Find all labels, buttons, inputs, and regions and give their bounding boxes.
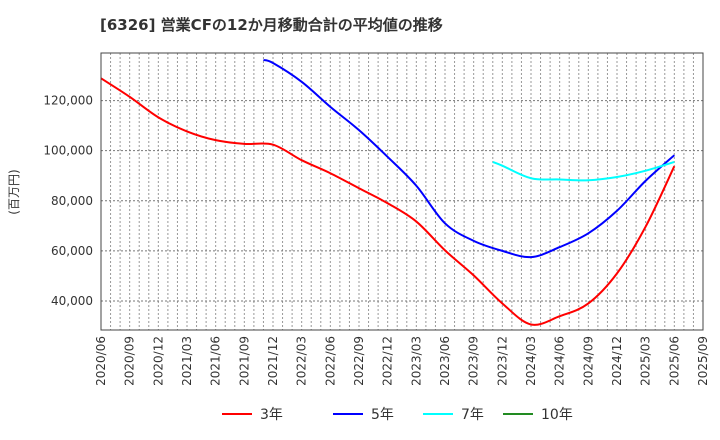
y-axis: 40,000 60,000 80,000 100,000 120,000 [43,94,93,308]
y-tick-label: 100,000 [43,144,93,158]
x-tick-label: 2022/03 [295,336,309,386]
x-axis: 2020/06 2020/09 2020/12 2021/03 2021/06 2021/… [94,336,710,386]
x-tick-label: 2020/09 [123,336,137,386]
plot-frame [100,52,704,331]
x-tick-label: 2024/06 [553,336,567,386]
x-tick-label: 2020/12 [151,336,165,386]
series-lines [100,59,676,326]
x-tick-label: 2021/12 [266,336,280,386]
x-tick-label: 2023/06 [438,336,452,386]
x-tick-label: 2020/06 [94,336,108,386]
series-line-5年 [263,59,675,259]
legend-label: 10年 [541,407,573,423]
x-tick-label: 2024/09 [581,336,595,386]
y-tick-label: 80,000 [51,194,93,208]
x-tick-label: 2023/12 [495,336,509,386]
x-tick-label: 2021/09 [237,336,251,386]
series-line-3年 [100,77,676,326]
chart-title: [6326] 営業CFの12か月移動合計の平均値の推移 [100,16,443,34]
x-tick-label: 2024/12 [610,336,624,386]
x-tick-label: 2025/06 [667,336,681,386]
series-line-7年 [492,160,675,182]
x-tick-label: 2022/09 [352,336,366,386]
grid [101,53,703,330]
legend-label: 5年 [371,407,394,423]
y-axis-label: (百万円) [7,169,21,214]
x-tick-label: 2025/03 [639,336,653,386]
legend-label: 7年 [461,407,484,423]
x-tick-label: 2024/03 [524,336,538,386]
x-tick-label: 2021/06 [209,336,223,386]
y-tick-label: 120,000 [43,94,93,108]
x-tick-label: 2023/09 [467,336,481,386]
legend-label: 3年 [260,407,283,423]
x-tick-label: 2025/09 [696,336,710,386]
x-tick-label: 2022/12 [381,336,395,386]
x-tick-label: 2023/03 [409,336,423,386]
x-tick-label: 2021/03 [180,336,194,386]
y-tick-label: 40,000 [51,294,93,308]
legend: 3年 5年 7年 10年 [222,407,573,423]
y-tick-label: 60,000 [51,244,93,258]
x-tick-label: 2022/06 [323,336,337,386]
